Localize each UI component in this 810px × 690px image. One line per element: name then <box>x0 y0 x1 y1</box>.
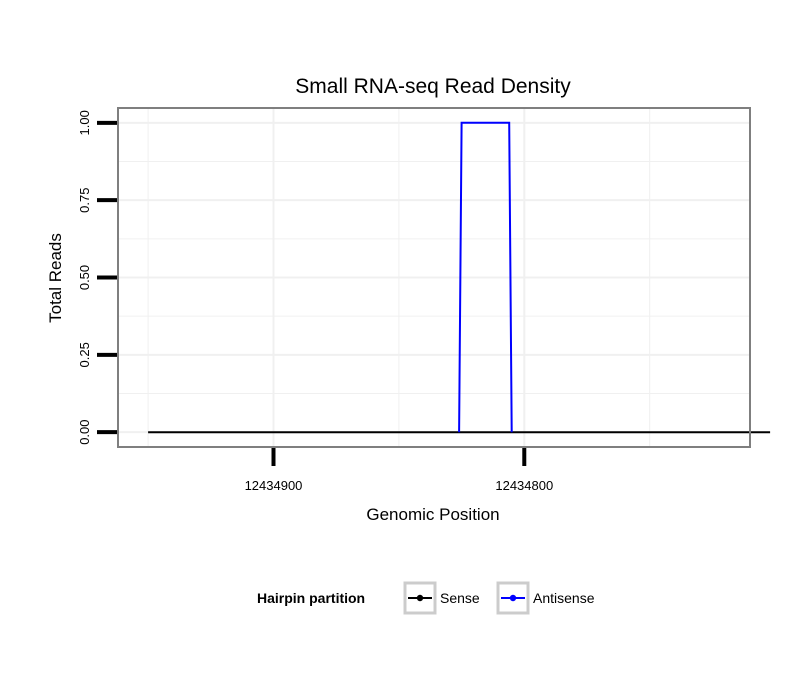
y-axis: 0.00 0.25 0.50 0.75 1.00 <box>77 110 117 445</box>
series-layer <box>148 121 771 434</box>
legend-title: Hairpin partition <box>257 590 365 606</box>
legend-key-marker <box>509 594 517 602</box>
x-axis-label: Genomic Position <box>366 505 499 524</box>
y-tick-label: 0.75 <box>77 188 92 213</box>
x-tick-label: 12434800 <box>495 478 553 493</box>
plot-border <box>117 107 751 448</box>
legend-key-marker <box>416 594 424 602</box>
legend-label: Sense <box>440 590 480 606</box>
y-tick-label: 0.50 <box>77 265 92 290</box>
chart-title: Small RNA-seq Read Density <box>295 75 571 98</box>
legend-entries: Sense Antisense <box>403 581 595 615</box>
y-tick-label: 1.00 <box>77 110 92 135</box>
y-tick-label: 0.25 <box>77 342 92 367</box>
y-axis-label: Total Reads <box>46 233 65 323</box>
x-axis: 12434900 12434800 <box>245 448 553 493</box>
legend: Hairpin partition Sense Antisense <box>257 581 595 615</box>
x-tick-label: 12434900 <box>245 478 303 493</box>
grid-lines <box>118 108 750 447</box>
series-line-antisense <box>458 121 513 433</box>
legend-label: Antisense <box>533 590 595 606</box>
y-tick-label: 0.00 <box>77 419 92 444</box>
legend-entry-antisense: Antisense <box>496 581 595 615</box>
legend-entry-sense: Sense <box>403 581 480 615</box>
